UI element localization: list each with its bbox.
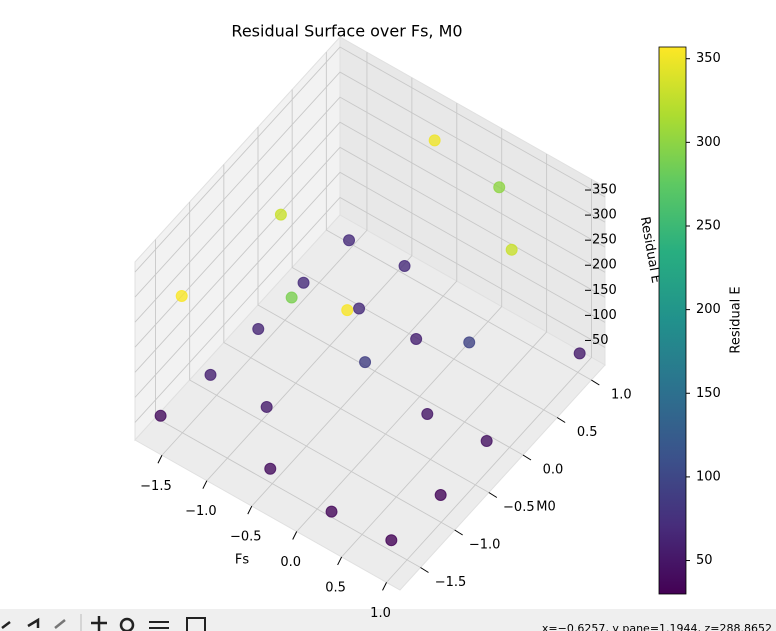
colorbar-tick-label: 250 [696, 218, 721, 233]
point [480, 434, 493, 447]
grid-line [134, 121, 606, 348]
point [421, 407, 434, 420]
grid-line [134, 196, 606, 423]
colorbar-label: Residual E [729, 286, 744, 353]
point [463, 336, 476, 349]
point [341, 304, 354, 317]
pane-floor [134, 214, 606, 591]
grid-line [325, 52, 592, 381]
colorbar-tick-label: 100 [696, 469, 721, 484]
point [385, 534, 398, 547]
grid-line [134, 96, 606, 323]
x-tick-label: 0.5 [325, 580, 346, 595]
point [359, 356, 372, 369]
grid-line [386, 179, 592, 583]
config-icon[interactable] [149, 621, 169, 629]
grid-line [291, 89, 558, 418]
status-text: x=−0.6257, y pane=1.1944, z=288.8652 [542, 622, 772, 631]
point [353, 302, 366, 315]
point [493, 181, 506, 194]
point [428, 134, 441, 147]
pan-icon[interactable] [91, 616, 107, 631]
colorbar-tick-label: 350 [696, 51, 721, 66]
toolbar-background [0, 609, 776, 631]
colorbar-tick-label: 300 [696, 135, 721, 150]
grid-line [251, 103, 458, 507]
colorbar-tick-label: 150 [696, 386, 721, 401]
colorbar [658, 46, 687, 595]
grid-line [189, 202, 455, 531]
z-tick-label: 50 [592, 333, 609, 348]
z-tick-label: 350 [592, 183, 617, 198]
y-tick-label: −1.5 [435, 575, 467, 590]
tick-mark [202, 480, 208, 489]
tick-mark [382, 582, 387, 591]
point [398, 260, 411, 273]
tick-mark [556, 417, 566, 423]
grid-line [341, 153, 548, 558]
z-tick-label: 100 [592, 308, 617, 323]
tick-mark [522, 454, 532, 461]
point [175, 289, 188, 302]
nav-icon[interactable] [54, 619, 66, 629]
z-tick-label: 150 [592, 283, 617, 298]
x-tick-label: −0.5 [230, 530, 262, 545]
grid-line [134, 71, 606, 298]
tick-mark [292, 531, 298, 540]
tick-mark [488, 492, 498, 498]
colorbar-tick-label: 200 [696, 302, 721, 317]
tick-mark [420, 567, 429, 573]
point [260, 400, 273, 413]
point [154, 409, 167, 422]
nav-icon[interactable] [1, 617, 40, 629]
y-tick-label: 1.0 [611, 388, 632, 403]
point [252, 322, 265, 335]
point [434, 488, 447, 501]
grid-line [161, 52, 368, 456]
tick-mark [454, 529, 463, 536]
colorbar-tick-label: 50 [696, 553, 713, 568]
tick-mark [247, 505, 253, 515]
x-tick-label: 0.0 [280, 555, 301, 570]
save-icon[interactable] [186, 617, 206, 631]
point [264, 462, 277, 475]
point [274, 208, 287, 221]
point [573, 347, 586, 360]
y-tick-label: 0.0 [543, 463, 564, 478]
x-tick-label: 1.0 [370, 606, 391, 621]
z-tick-label: 250 [592, 233, 617, 248]
x-tick-label: −1.5 [140, 479, 172, 494]
tick-mark [337, 556, 343, 566]
y-tick-label: 0.5 [577, 425, 598, 440]
y-axis-label: M0 [536, 500, 556, 515]
y-tick-label: −1.0 [469, 538, 501, 553]
y-tick-label: −0.5 [503, 500, 535, 515]
point [325, 505, 338, 518]
grid-line [257, 127, 524, 456]
x-axis-label: Fs [235, 553, 249, 568]
point [505, 243, 518, 256]
z-tick-label: 200 [592, 258, 617, 273]
tick-mark [157, 455, 163, 464]
chart-title: Residual Surface over Fs, M0 [231, 22, 462, 41]
toolbar: x=−0.6257, y pane=1.1944, z=288.8652 [0, 609, 776, 631]
point [204, 368, 217, 381]
point [343, 234, 356, 247]
grid-line [134, 46, 606, 273]
x-tick-label: −1.0 [185, 504, 217, 519]
point [297, 276, 310, 289]
grid-line [134, 171, 606, 398]
point [410, 332, 423, 345]
grid-line [223, 164, 490, 493]
zoom-icon[interactable] [119, 617, 135, 631]
z-tick-label: 300 [592, 208, 617, 223]
tick-mark [591, 379, 600, 386]
point [285, 291, 298, 304]
grid-line [206, 77, 413, 481]
